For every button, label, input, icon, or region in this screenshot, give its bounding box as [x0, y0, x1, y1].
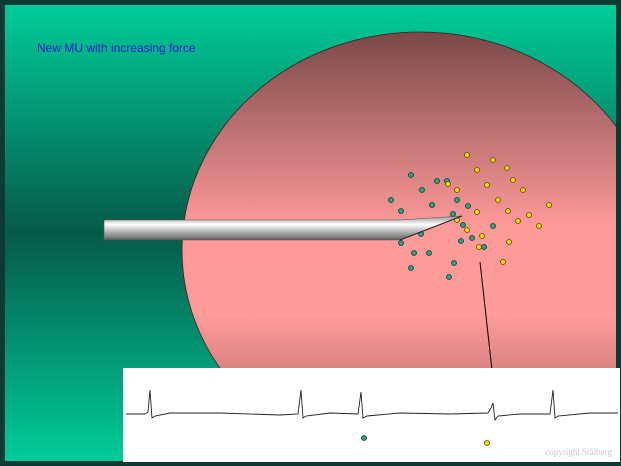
fibre: [389, 198, 394, 203]
fibre: [409, 173, 414, 178]
fibre: [501, 260, 506, 265]
fibre: [475, 210, 480, 215]
fibre: [470, 236, 475, 241]
fibre: [451, 212, 456, 217]
fibre: [480, 234, 485, 239]
fibre: [477, 245, 482, 250]
fibre: [446, 182, 451, 187]
fibre: [461, 223, 466, 228]
fibre: [505, 166, 510, 171]
fibre: [485, 183, 490, 188]
fibre: [409, 266, 414, 271]
fibre: [455, 188, 460, 193]
copyright: copyright Stålberg: [545, 447, 612, 457]
fibre: [435, 179, 440, 184]
fibre-marker: [485, 441, 490, 446]
fibre: [491, 224, 496, 229]
fibre: [506, 209, 511, 214]
fibre: [459, 239, 464, 244]
slide: New MU with increasing force copyright S…: [0, 0, 621, 466]
fibre: [521, 188, 526, 193]
fibre-marker: [362, 436, 367, 441]
fibre: [537, 224, 542, 229]
fibre: [455, 198, 460, 203]
fibre: [491, 158, 496, 163]
fibre: [482, 245, 487, 250]
slide-title: New MU with increasing force: [37, 41, 196, 55]
fibre: [466, 204, 471, 209]
fibre: [430, 203, 435, 208]
fibre: [465, 153, 470, 158]
fibre: [399, 209, 404, 214]
fibre: [399, 241, 404, 246]
fibre: [527, 213, 532, 218]
fibre: [511, 178, 516, 183]
fibre: [420, 188, 425, 193]
fibre: [447, 275, 452, 280]
fibre: [496, 198, 501, 203]
fibre: [547, 203, 552, 208]
fibre: [465, 228, 470, 233]
fibre: [412, 251, 417, 256]
fibre: [516, 219, 521, 224]
fibre: [452, 261, 457, 266]
fibre: [475, 168, 480, 173]
fibre: [507, 240, 512, 245]
fibre: [427, 251, 432, 256]
